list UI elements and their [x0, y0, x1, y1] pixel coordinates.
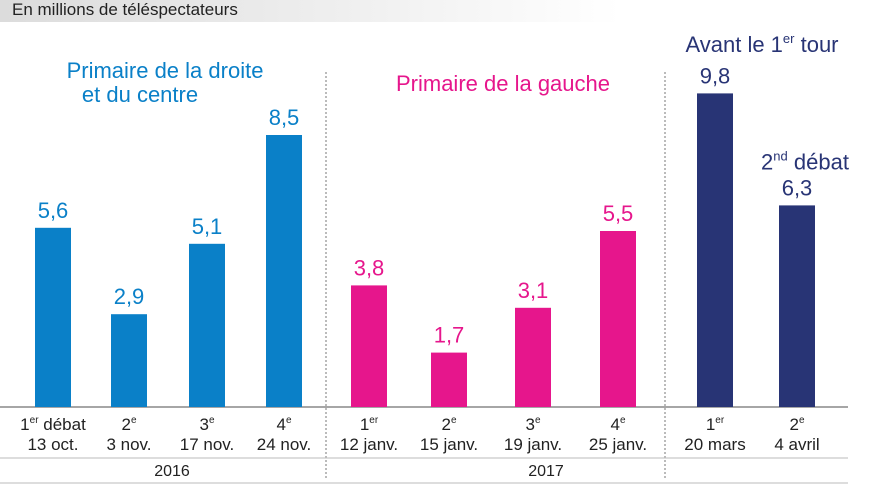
group-title: et du centre [82, 82, 198, 107]
x-tick-date: 12 janv. [340, 435, 398, 454]
x-tick-date: 24 nov. [257, 435, 312, 454]
bar [431, 352, 467, 407]
x-tick-label: 4e [610, 415, 625, 434]
bar [35, 227, 71, 407]
bar [189, 243, 225, 407]
x-tick-label: 1er [706, 415, 725, 434]
data-label: 5,5 [603, 201, 634, 226]
year-label: 2017 [528, 463, 564, 480]
x-tick-date: 4 avril [774, 435, 819, 454]
x-tick-date: 25 janv. [589, 435, 647, 454]
group-title: Avant le 1er tour [685, 31, 838, 57]
x-tick-date: 20 mars [684, 435, 745, 454]
subtitle-bar: En millions de téléspectateurs [0, 0, 620, 22]
data-label: 9,8 [700, 63, 731, 88]
x-tick-date: 13 oct. [27, 435, 78, 454]
data-label: 5,6 [38, 198, 69, 223]
x-tick-date: 17 nov. [180, 435, 235, 454]
x-tick-label: 2e [121, 415, 136, 434]
x-tick-date: 19 janv. [504, 435, 562, 454]
year-label: 2016 [154, 463, 190, 480]
x-tick-label: 1er débat [20, 415, 86, 434]
data-label: 3,1 [518, 278, 549, 303]
x-tick-date: 3 nov. [106, 435, 151, 454]
bar [111, 314, 147, 407]
data-label: 8,5 [269, 105, 300, 130]
bar [779, 205, 815, 407]
data-label: 2,9 [114, 284, 145, 309]
bar [515, 307, 551, 407]
data-label: 5,1 [192, 214, 223, 239]
x-tick-label: 2e [441, 415, 456, 434]
x-tick-label: 1er [360, 415, 379, 434]
bar [266, 135, 302, 407]
x-tick-label: 3e [525, 415, 540, 434]
group-title: Primaire de la droite [67, 58, 264, 83]
bar [697, 93, 733, 408]
bar [351, 285, 387, 407]
x-tick-date: 15 janv. [420, 435, 478, 454]
chart-subtitle: En millions de téléspectateurs [12, 0, 238, 19]
x-tick-label: 2e [789, 415, 804, 434]
data-label: 3,8 [354, 255, 385, 280]
group-title: Primaire de la gauche [396, 71, 610, 96]
x-tick-label: 3e [199, 415, 214, 434]
data-label: 1,7 [434, 323, 465, 348]
bar [600, 231, 636, 407]
bar-annotation: 2nd débat [761, 148, 849, 174]
data-label: 6,3 [782, 175, 813, 200]
x-tick-label: 4e [276, 415, 291, 434]
